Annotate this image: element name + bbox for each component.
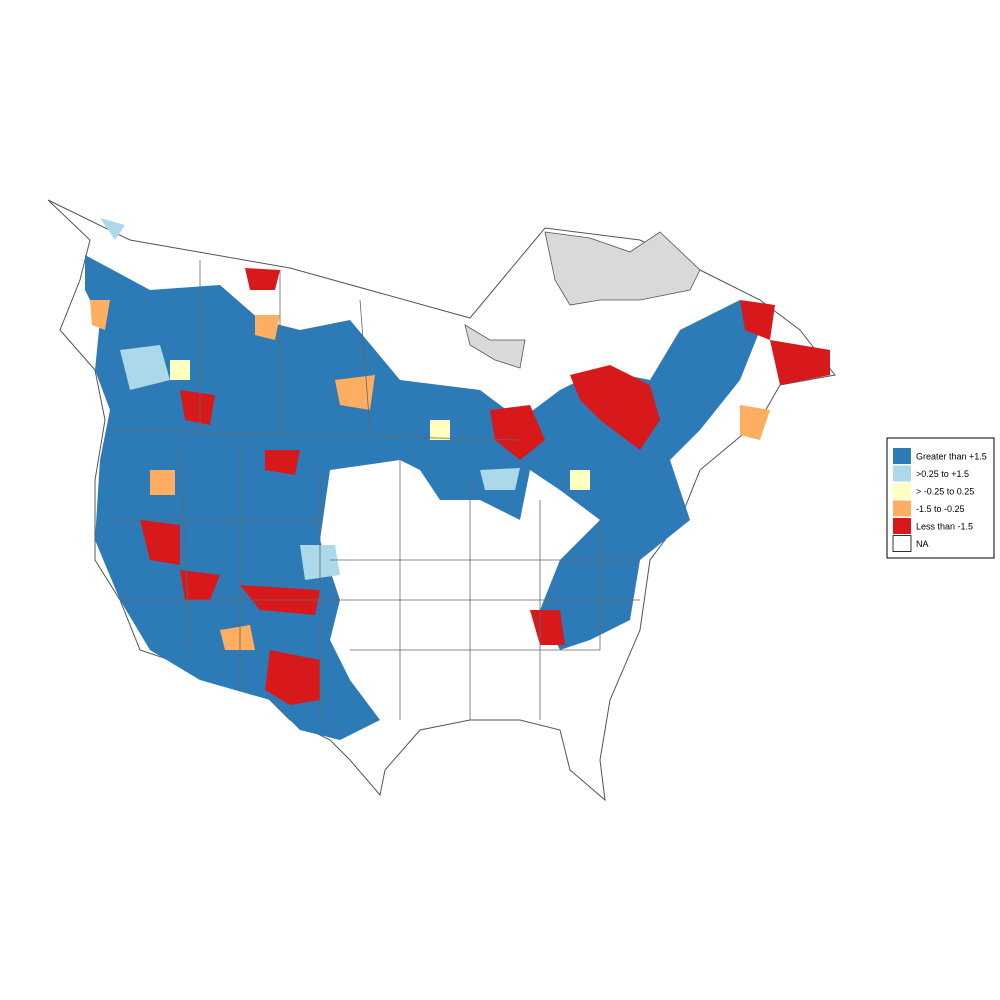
legend-label: Greater than +1.5	[916, 451, 987, 461]
na-region	[464, 324, 526, 369]
legend-swatch	[893, 500, 911, 517]
map	[47, 199, 836, 802]
region	[180, 570, 220, 600]
region	[530, 610, 565, 645]
region	[120, 345, 170, 390]
region	[150, 470, 175, 495]
region	[740, 300, 775, 340]
region	[100, 218, 125, 240]
region	[480, 468, 520, 490]
region	[770, 340, 830, 385]
legend-swatch	[893, 448, 911, 464]
regions	[85, 218, 830, 740]
borders	[109, 260, 640, 720]
region	[490, 405, 545, 460]
legend-swatch	[893, 465, 911, 482]
legend-label: NA	[916, 539, 929, 549]
region	[265, 450, 300, 475]
region	[265, 650, 320, 705]
region	[140, 520, 180, 565]
region	[245, 268, 280, 290]
legend-swatch	[893, 483, 911, 499]
legend-label: Less than -1.5	[916, 521, 973, 531]
region	[255, 315, 280, 340]
region	[180, 390, 215, 425]
region	[570, 365, 660, 450]
region	[430, 420, 450, 440]
legend: Greater than +1.5 >0.25 to +1.5 > -0.25 to…	[886, 437, 995, 559]
legend-label: -1.5 to -0.25	[916, 504, 965, 514]
legend-swatch	[892, 535, 912, 552]
region	[90, 300, 110, 330]
region	[170, 360, 190, 380]
legend-label: > -0.25 to 0.25	[916, 486, 974, 496]
region	[220, 625, 255, 650]
na-region	[544, 231, 701, 306]
region	[335, 375, 375, 410]
region	[570, 470, 590, 490]
region	[740, 405, 770, 440]
legend-swatch	[893, 518, 911, 534]
legend-label: >0.25 to +1.5	[916, 469, 969, 479]
